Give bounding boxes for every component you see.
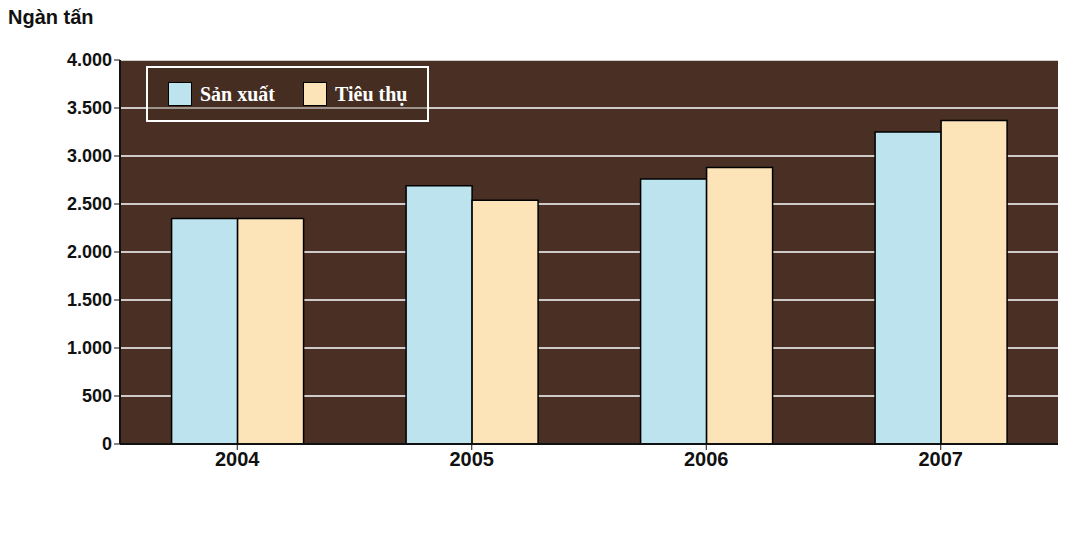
svg-text:2006: 2006 bbox=[684, 448, 729, 470]
svg-text:2.000: 2.000 bbox=[67, 242, 112, 262]
html-text:Sản xuất: Sản xuất bbox=[200, 82, 275, 105]
svg-text:1.000: 1.000 bbox=[67, 338, 112, 358]
html-text:Tiêu thụ: Tiêu thụ bbox=[335, 82, 408, 105]
svg-text:1.500: 1.500 bbox=[67, 290, 112, 310]
svg-text:2005: 2005 bbox=[450, 448, 495, 470]
svg-text:500: 500 bbox=[82, 386, 112, 406]
svg-text:0: 0 bbox=[102, 434, 112, 454]
html-text:Ngàn tấn: Ngàn tấn bbox=[8, 6, 94, 28]
svg-text:3.500: 3.500 bbox=[67, 98, 112, 118]
svg-text:2004: 2004 bbox=[215, 448, 260, 470]
svg-text:3.000: 3.000 bbox=[67, 146, 112, 166]
svg-text:2.500: 2.500 bbox=[67, 194, 112, 214]
svg-text:4.000: 4.000 bbox=[67, 50, 112, 70]
svg-text:2007: 2007 bbox=[919, 448, 964, 470]
